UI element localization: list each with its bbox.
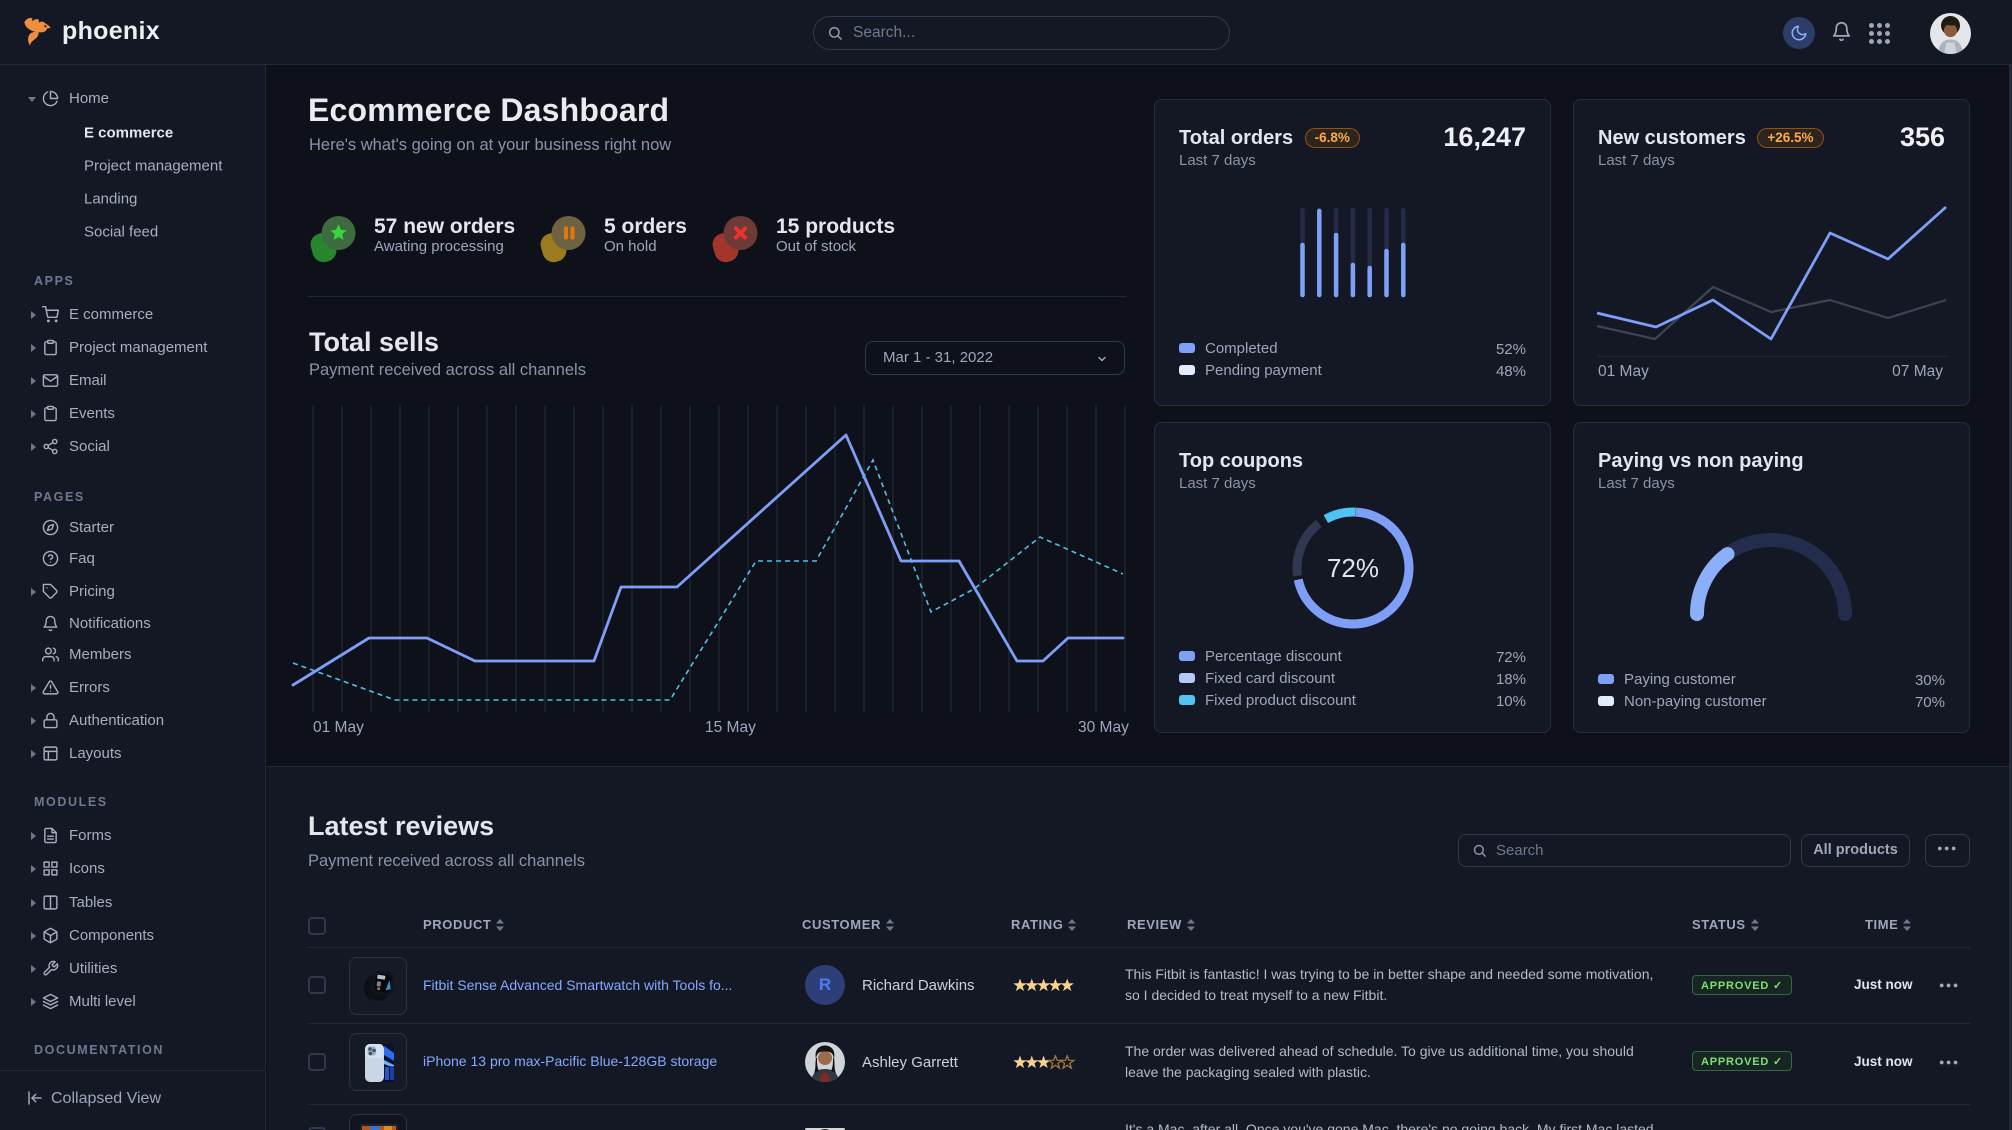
svg-text:72%: 72% — [1327, 553, 1379, 583]
